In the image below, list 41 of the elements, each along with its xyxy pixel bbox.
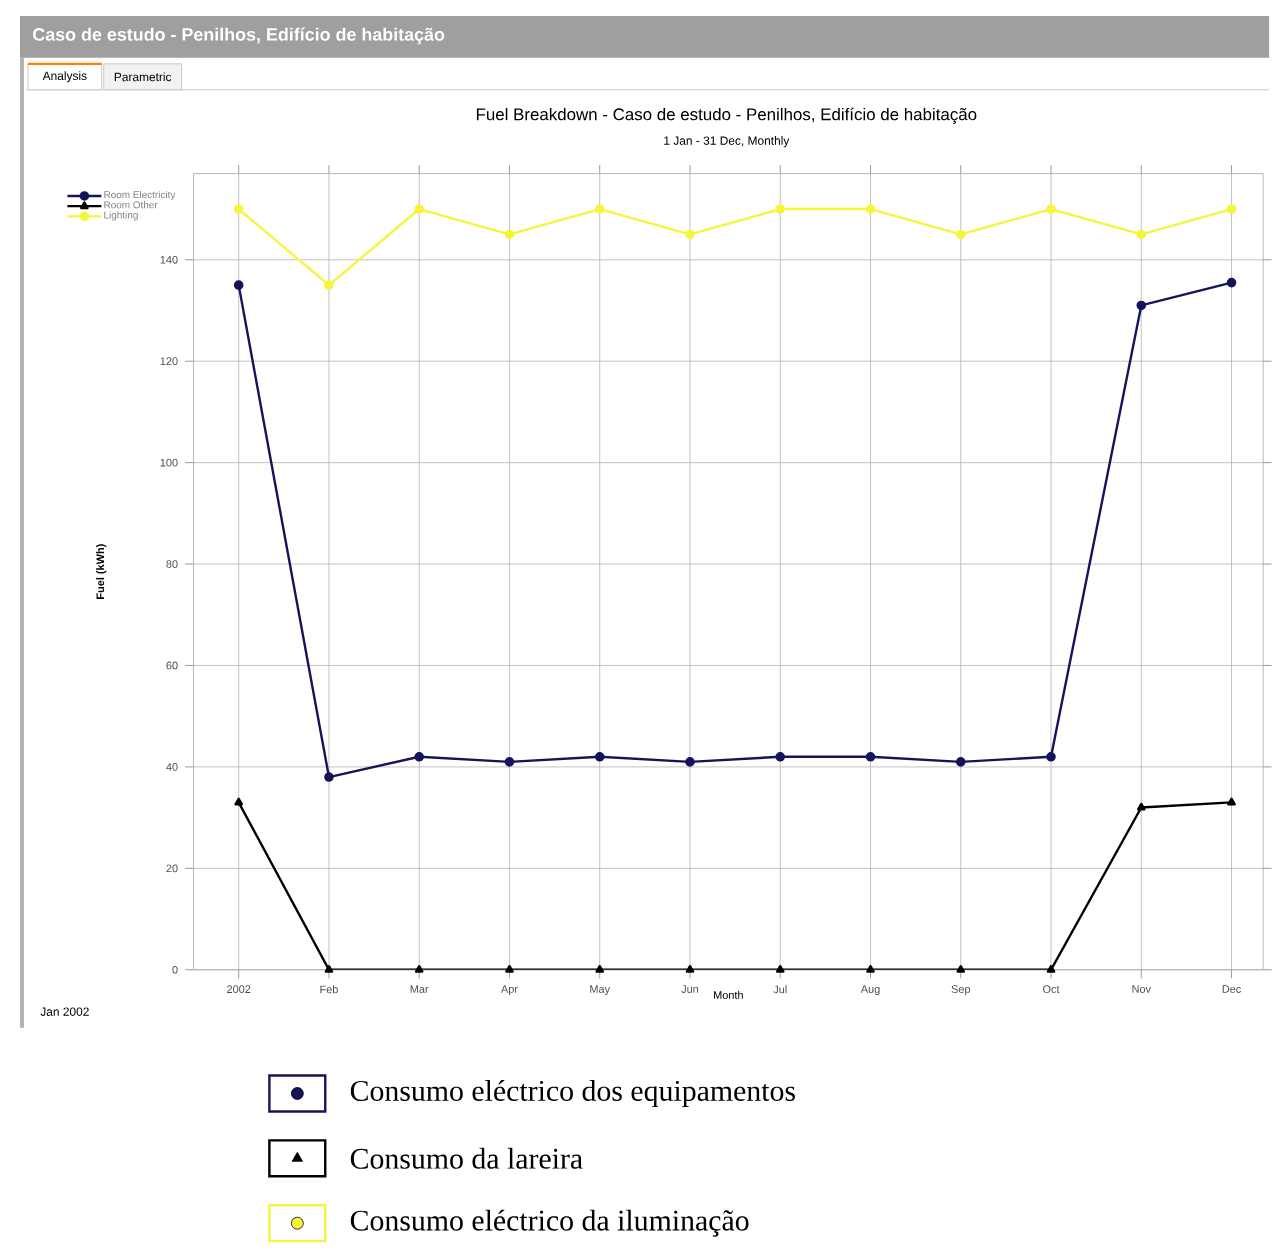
point <box>414 752 424 762</box>
point <box>504 757 515 768</box>
point <box>414 965 424 974</box>
point <box>504 230 515 240</box>
point <box>1136 301 1147 311</box>
point <box>775 965 785 974</box>
point <box>1136 230 1147 240</box>
point <box>505 965 514 974</box>
point <box>1136 803 1146 811</box>
point <box>324 965 334 974</box>
point <box>1226 204 1237 215</box>
point <box>956 965 966 974</box>
text: Consumo eléctrico dos equipamentos <box>350 1080 795 1108</box>
point <box>685 965 695 974</box>
text: Consumo eléctrico da iluminação <box>350 1210 749 1238</box>
point <box>955 757 966 768</box>
point <box>233 204 244 215</box>
point <box>324 280 334 291</box>
point <box>1046 965 1056 974</box>
point <box>685 230 695 240</box>
point <box>865 204 876 215</box>
point <box>594 752 605 762</box>
point <box>1046 204 1056 215</box>
point <box>775 752 786 762</box>
point <box>775 204 786 215</box>
point <box>1227 798 1236 806</box>
point <box>595 965 605 974</box>
point <box>594 204 605 215</box>
point <box>1046 752 1056 762</box>
point <box>865 752 876 762</box>
chart-title: Fuel Breakdown - Caso de estudo - Penilhos, Edifício de habitação <box>476 108 977 125</box>
point <box>685 757 695 768</box>
point <box>234 798 243 806</box>
point <box>955 230 966 240</box>
point <box>414 204 424 215</box>
text: Consumo da lareira <box>350 1148 583 1170</box>
point <box>324 772 334 783</box>
point <box>866 965 875 974</box>
text: Caso de estudo - Penilhos, Edifício de habitação <box>33 27 445 45</box>
point <box>233 280 244 291</box>
point <box>1226 278 1237 288</box>
